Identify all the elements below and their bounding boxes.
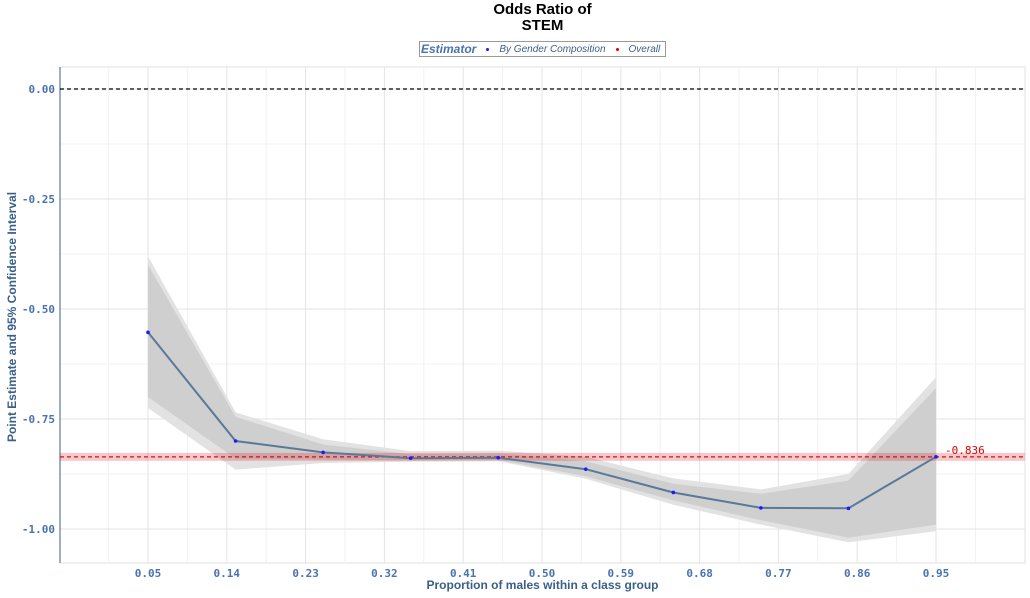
data-point [671, 490, 676, 495]
data-point [321, 450, 325, 455]
legend: Estimator By Gender Composition Overall [419, 41, 666, 57]
x-tick-label: 0.23 [292, 567, 319, 580]
chart-title-line2: STEM [521, 17, 564, 34]
y-tick-label: -0.25 [22, 193, 55, 206]
ci90-band [148, 265, 936, 538]
y-tick-label: -0.75 [22, 413, 55, 426]
x-tick-label: 0.77 [765, 567, 792, 580]
legend-label-overall: Overall [628, 43, 661, 55]
x-tick-label: 0.86 [844, 567, 871, 580]
legend-dot-by-gender [486, 47, 490, 51]
chart-title: Odds Ratio of STEM [0, 2, 1030, 34]
legend-label-by-gender: By Gender Composition [499, 43, 606, 55]
y-axis-label: Point Estimate and 95% Confidence Interv… [5, 191, 19, 443]
x-tick-label: 0.14 [214, 567, 241, 580]
data-point [233, 439, 238, 443]
data-point [408, 456, 413, 460]
data-point [583, 467, 588, 471]
data-point [934, 455, 938, 459]
x-tick-label: 0.41 [450, 567, 477, 580]
legend-title: Estimator [421, 42, 477, 56]
x-tick-label: 0.95 [923, 567, 950, 580]
y-tick-label: -1.00 [22, 523, 55, 536]
overall-value-label: -0.836 [945, 444, 985, 457]
data-point [146, 330, 150, 335]
y-tick-label: -0.50 [22, 303, 55, 316]
chart-title-line1: Odds Ratio of [493, 1, 592, 18]
x-tick-label: 0.05 [135, 567, 162, 580]
y-tick-label: 0.00 [29, 83, 56, 96]
legend-dot-overall [615, 47, 619, 51]
x-tick-label: 0.32 [371, 567, 398, 580]
x-axis-label: Proportion of males within a class group [426, 578, 659, 592]
data-point [846, 506, 851, 511]
overall-ci-band [60, 452, 1025, 461]
x-tick-label: 0.50 [529, 567, 556, 580]
x-tick-label: 0.59 [608, 567, 635, 580]
data-point [759, 506, 763, 510]
x-tick-label: 0.68 [686, 567, 713, 580]
series-line [147, 331, 937, 510]
data-point [496, 455, 501, 460]
